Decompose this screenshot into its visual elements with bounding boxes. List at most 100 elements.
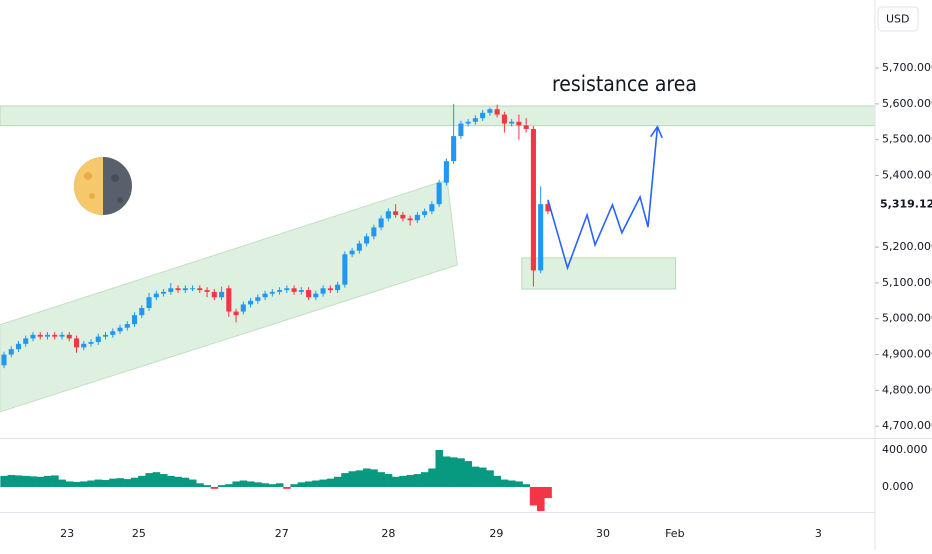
volume-bar <box>464 461 473 487</box>
volume-bar <box>348 471 357 487</box>
candle-body <box>161 291 167 294</box>
volume-bar <box>421 472 429 487</box>
candle-body <box>516 121 522 126</box>
candle-body <box>284 288 290 291</box>
y-tick-label: 5,700.000 <box>882 61 932 74</box>
volume-bar <box>159 474 168 487</box>
volume-bar <box>442 456 451 487</box>
volume-bar <box>493 475 502 487</box>
volume-bar <box>101 480 110 487</box>
candle-body <box>1 354 7 366</box>
candle-body <box>30 334 36 339</box>
volume-bar <box>326 478 335 487</box>
candle-body <box>364 236 370 244</box>
x-tick-label: 3 <box>815 527 822 540</box>
candle-body <box>124 324 130 328</box>
currency-box[interactable] <box>877 6 919 32</box>
candle-body <box>248 300 254 305</box>
volume-bar <box>268 484 277 487</box>
candle-body <box>436 182 442 205</box>
volume-bar <box>362 468 371 487</box>
candle-body <box>356 243 362 251</box>
volume-bar <box>522 484 531 487</box>
candle-body <box>81 343 87 348</box>
volume-bar <box>167 475 175 487</box>
candle-body <box>66 334 72 339</box>
volume-bar <box>297 482 306 487</box>
volume-bar <box>94 479 103 487</box>
candle-body <box>501 114 507 124</box>
volume-bar <box>217 485 226 487</box>
candle-body <box>400 214 406 219</box>
candle-body <box>204 290 210 292</box>
volume-bar <box>312 480 320 487</box>
candle-body <box>131 315 138 325</box>
candle-body <box>385 211 391 219</box>
volume-bar <box>355 470 364 487</box>
x-tick-label: 28 <box>381 527 395 540</box>
candle-body <box>451 136 457 162</box>
candle-body <box>523 125 529 129</box>
moon-icon <box>74 157 132 215</box>
candle-body <box>8 349 14 355</box>
y-tick-label: 5,200.000 <box>882 240 932 253</box>
volume-bar <box>457 458 465 487</box>
y-tick-label: 5,400.000 <box>882 168 932 181</box>
candle-body <box>52 334 58 337</box>
volume-bar <box>72 481 81 487</box>
candle-body <box>291 288 297 292</box>
candle-body <box>262 293 268 298</box>
candle-body <box>240 304 246 312</box>
volume-bar <box>486 470 494 487</box>
volume-bar <box>80 481 88 487</box>
y-tick-label: 5,600.000 <box>882 97 932 110</box>
candle-body <box>168 288 174 292</box>
candle-body <box>298 290 304 292</box>
volume-bar <box>87 480 95 487</box>
volume-bar <box>428 468 436 487</box>
x-tick-label: 25 <box>132 527 146 540</box>
volume-bar <box>225 484 233 487</box>
candle-body <box>509 121 515 124</box>
candle-body <box>538 204 544 271</box>
y-tick-label: 4,700.000 <box>882 419 932 432</box>
candle-body <box>530 128 536 271</box>
volume-bar <box>65 481 74 487</box>
candle-body <box>277 290 283 292</box>
candle-body <box>139 307 145 316</box>
volume-bar <box>399 475 407 487</box>
volume-bar <box>471 466 480 487</box>
currency-label: USD <box>886 13 910 26</box>
candle-body <box>378 218 384 228</box>
volume-bar <box>333 476 342 487</box>
volume-bar <box>246 481 255 487</box>
x-tick-label: 29 <box>489 527 503 540</box>
candle-body <box>414 214 420 221</box>
volume-bar <box>174 476 182 487</box>
volume-bar <box>196 483 204 487</box>
volume-bar <box>152 472 161 487</box>
volume-tick-label: 400.000 <box>882 443 928 456</box>
candle-body <box>313 293 319 298</box>
y-tick-label: 4,900.000 <box>882 348 932 361</box>
candle-body <box>197 288 203 291</box>
candle-body <box>182 288 188 291</box>
candle-body <box>23 338 29 344</box>
candle-body <box>44 334 51 337</box>
volume-bar <box>275 483 284 487</box>
volume-bar <box>254 482 262 487</box>
volume-bar <box>384 474 393 487</box>
candle-body <box>37 334 43 337</box>
candle-body <box>73 338 80 348</box>
volume-bar <box>341 473 349 487</box>
projection-arrowhead <box>650 125 663 139</box>
volume-bar <box>203 485 211 487</box>
volume-bar <box>544 486 552 499</box>
candle-body <box>255 297 261 301</box>
volume-bar <box>290 484 299 487</box>
candle-body <box>102 334 109 337</box>
candle-body <box>327 288 333 291</box>
volume-bar <box>145 473 153 487</box>
volume-bar <box>7 474 16 487</box>
